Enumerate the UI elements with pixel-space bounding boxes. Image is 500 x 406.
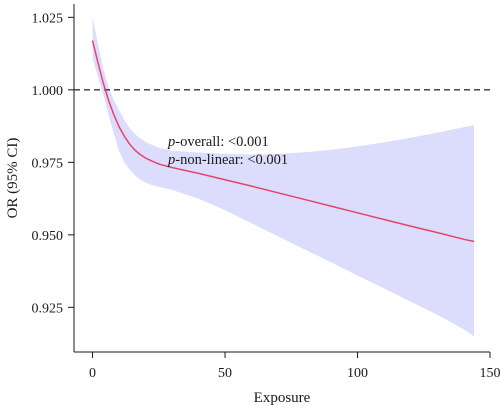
x-tick-label: 0 [89, 366, 96, 381]
annotation-p-non-linear-symbol: p [167, 152, 175, 168]
y-tick-label: 0.975 [32, 156, 64, 171]
estimate-line [91, 40, 475, 243]
x-tick-label: 100 [347, 366, 368, 381]
axes [73, 4, 490, 353]
y-tick-label: 0.925 [32, 301, 64, 316]
annotations: p-overall: <0.001 p-non-linear: <0.001 [167, 134, 288, 168]
y-tick-label: 1.000 [32, 84, 64, 99]
plot-area [74, 17, 490, 337]
x-tick-label: 50 [218, 366, 232, 381]
annotation-p-non-linear: p-non-linear: <0.001 [167, 152, 288, 168]
y-tick-label: 1.025 [32, 11, 64, 26]
ticks: 0 50 100 150 0.925 0.950 0.975 1.000 1.025 [32, 11, 500, 381]
annotation-p-overall-text: -overall: <0.001 [175, 134, 269, 150]
annotation-p-overall: p-overall: <0.001 [167, 134, 269, 150]
annotation-p-overall-symbol: p [167, 134, 175, 150]
x-tick-label: 150 [480, 366, 500, 381]
x-axis-title: Exposure [254, 390, 311, 406]
y-axis-title: OR (95% CI) [5, 138, 21, 219]
confidence-band [92, 17, 475, 337]
annotation-p-non-linear-text: -non-linear: <0.001 [175, 152, 288, 168]
y-tick-label: 0.950 [32, 229, 64, 244]
